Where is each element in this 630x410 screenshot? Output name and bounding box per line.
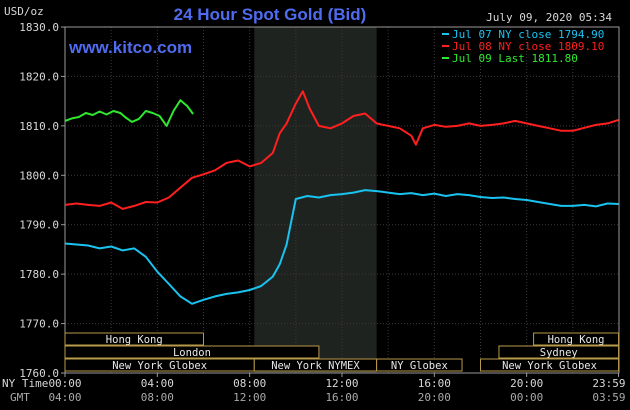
grid xyxy=(65,27,619,373)
session-box: New York NYMEX xyxy=(253,358,378,372)
legend-entry: Jul 08 NY close 1809.10 xyxy=(452,40,604,53)
x-tick-label-gmt: 20:00 xyxy=(418,391,451,404)
legend-entry: Jul 09 Last 1811.80 xyxy=(452,52,578,65)
session-label: New York Globex xyxy=(502,360,597,372)
x-tick-label-ny: 08:00 xyxy=(233,377,266,390)
y-tick-label: 1800.0 xyxy=(19,169,59,182)
x-tick-label-gmt: 04:00 xyxy=(48,391,81,404)
x-tick-label-ny: 20:00 xyxy=(510,377,543,390)
session-label: New York Globex xyxy=(112,360,207,372)
y-tick-label: 1820.0 xyxy=(19,70,59,83)
session-box: New York Globex xyxy=(480,358,620,372)
nytime-label: NY Time xyxy=(2,377,49,390)
x-tick-label-ny: 12:00 xyxy=(325,377,358,390)
x-tick-label-gmt: 12:00 xyxy=(233,391,266,404)
unit-label: USD/oz xyxy=(4,5,44,18)
session-box: Hong Kong xyxy=(533,332,620,346)
session-label: Hong Kong xyxy=(548,334,605,346)
x-tick-label-ny: 04:00 xyxy=(141,377,174,390)
y-tick-label: 1770.0 xyxy=(19,318,59,331)
y-tick-label: 1810.0 xyxy=(19,120,59,133)
session-box-frame xyxy=(480,358,620,372)
session-label: Sydney xyxy=(540,347,578,359)
nymex-shade xyxy=(254,27,377,373)
session-label: NY Globex xyxy=(391,360,448,372)
series-line-2 xyxy=(64,90,619,210)
session-box-frame xyxy=(498,345,620,359)
session-label: Hong Kong xyxy=(106,334,163,346)
session-box-frame xyxy=(64,345,320,359)
chart-title: 24 Hour Spot Gold (Bid) xyxy=(173,5,367,24)
session-label: New York NYMEX xyxy=(271,360,360,372)
x-tick-label-ny: 16:00 xyxy=(418,377,451,390)
session-box-frame xyxy=(376,358,463,372)
x-tick-label-gmt: 03:59 xyxy=(592,391,625,404)
y-tick-label: 1760.0 xyxy=(19,367,59,380)
gmt-label: GMT xyxy=(10,391,30,404)
session-box-frame xyxy=(64,332,204,346)
y-tick-label: 1780.0 xyxy=(19,268,59,281)
series-line-1 xyxy=(64,189,619,305)
x-tick-label-gmt: 00:00 xyxy=(510,391,543,404)
session-box: London xyxy=(64,345,320,359)
y-tick-label: 1830.0 xyxy=(19,21,59,34)
session-box: Sydney xyxy=(498,345,620,359)
x-tick-label-gmt: 16:00 xyxy=(325,391,358,404)
session-label: London xyxy=(173,347,211,359)
series-line-3 xyxy=(64,99,194,127)
session-box: New York Globex xyxy=(64,358,255,372)
date-label: July 09, 2020 05:34 xyxy=(486,11,612,24)
session-box: NY Globex xyxy=(376,358,463,372)
session-box-frame xyxy=(533,332,620,346)
y-tick-label: 1790.0 xyxy=(19,219,59,232)
session-box: Hong Kong xyxy=(64,332,204,346)
x-tick-label-ny: 00:00 xyxy=(48,377,81,390)
watermark: www.kitco.com xyxy=(68,38,192,57)
legend-entry: Jul 07 NY close 1794.90 xyxy=(452,28,604,41)
x-tick-label-gmt: 08:00 xyxy=(141,391,174,404)
x-tick-label-ny: 23:59 xyxy=(592,377,625,390)
